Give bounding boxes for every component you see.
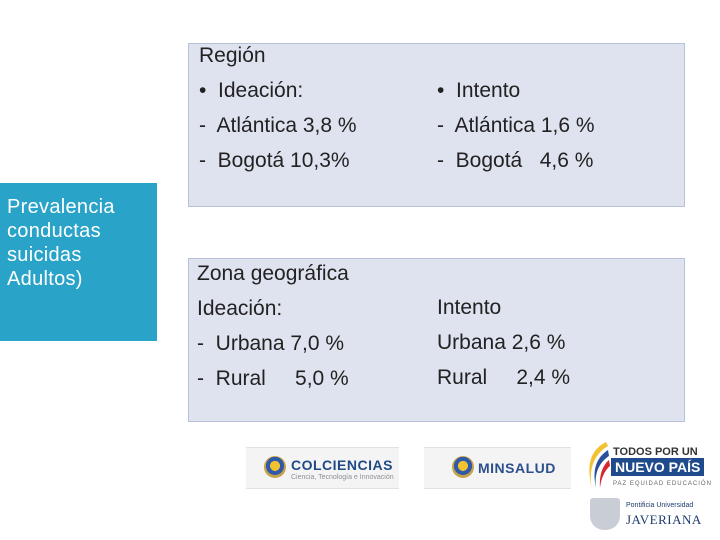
todos-por-un-nuevo-pais-logo: TODOS POR UN NUEVO PAÍS PAZ EQUIDAD EDUC… — [582, 440, 711, 496]
zone-heading: Zona geográfica — [197, 262, 349, 285]
todos-line-3: PAZ EQUIDAD EDUCACIÓN — [613, 481, 712, 487]
javeriana-shield-icon — [590, 498, 620, 530]
colombia-seal-icon — [264, 456, 286, 478]
zone-attempt-heading: Intento — [437, 296, 502, 319]
zone-attempt-urban: Urbana 2,6 % — [437, 331, 566, 354]
flag-swoosh-icon — [589, 442, 610, 488]
todos-line-2: NUEVO PAÍS — [611, 458, 705, 476]
ideation-atlantica: - Atlántica 3,8 % — [199, 114, 357, 137]
minsalud-logo: MINSALUD — [424, 447, 571, 489]
zone-attempt-column: Intento Urbana 2,6 % Rural 2,4 % — [437, 290, 570, 395]
colciencias-tagline: Ciencia, Tecnología e Innovación — [291, 474, 394, 481]
colombia-seal-icon — [452, 456, 474, 478]
region-attempt-column: • Intento - Atlántica 1,6 % - Bogotá 4,6… — [437, 73, 595, 178]
zone-ideation-heading: Ideación: — [197, 297, 283, 320]
javeriana-line-1: Pontificia Universidad — [626, 502, 694, 509]
zone-attempt-rural: Rural 2,4 % — [437, 366, 571, 389]
prevalence-label-box: Prevalencia conductas suicidas Adultos) — [0, 183, 157, 341]
ideation-bogota: - Bogotá 10,3% — [199, 149, 350, 172]
region-panel: Región • Ideación: - Atlántica 3,8 % - B… — [188, 43, 685, 207]
prevalence-label-line: suicidas — [7, 244, 82, 266]
minsalud-name: MINSALUD — [478, 460, 556, 476]
prevalence-label-line: Adultos) — [7, 268, 83, 290]
javeriana-logo: Pontificia Universidad JAVERIANA — [590, 496, 702, 536]
region-ideation-column: Región • Ideación: - Atlántica 3,8 % - B… — [199, 38, 357, 178]
prevalence-label-line: Prevalencia — [7, 196, 115, 218]
zone-panel: Zona geográfica Ideación: - Urbana 7,0 %… — [188, 258, 685, 422]
prevalence-label-line: conductas — [7, 220, 101, 242]
attempt-bogota: - Bogotá 4,6 % — [437, 149, 594, 172]
javeriana-line-2: JAVERIANA — [626, 512, 702, 527]
attempt-atlantica: - Atlántica 1,6 % — [437, 114, 595, 137]
region-heading: Región — [199, 44, 266, 67]
zone-ideation-column: Zona geográfica Ideación: - Urbana 7,0 %… — [197, 256, 349, 396]
colciencias-logo: COLCIENCIAS Ciencia, Tecnología e Innova… — [246, 447, 399, 489]
colciencias-name: COLCIENCIAS — [291, 457, 393, 473]
zone-ideation-urban: - Urbana 7,0 % — [197, 332, 345, 355]
attempt-heading: • Intento — [437, 79, 521, 102]
todos-line-1: TODOS POR UN — [613, 446, 698, 458]
zone-ideation-rural: - Rural 5,0 % — [197, 367, 349, 390]
ideation-heading: • Ideación: — [199, 79, 304, 102]
